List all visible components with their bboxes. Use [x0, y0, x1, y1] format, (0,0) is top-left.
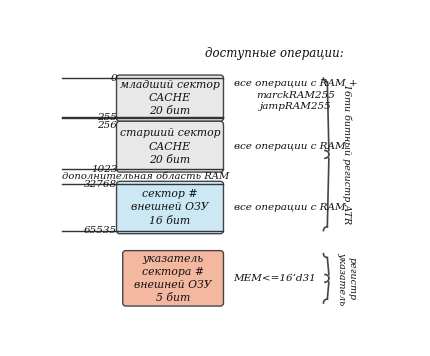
Text: сектор #
внешней ОЗУ
16 бит: сектор # внешней ОЗУ 16 бит — [131, 189, 209, 226]
Text: все операции с RAM: все операции с RAM — [233, 203, 345, 212]
Text: старший сектор
CACHE
20 бит: старший сектор CACHE 20 бит — [120, 129, 220, 165]
Text: младший сектор
CACHE
20 бит: младший сектор CACHE 20 бит — [120, 80, 220, 116]
Text: 256: 256 — [98, 121, 117, 130]
Text: регистр
указатель: регистр указатель — [337, 252, 356, 305]
Text: доступные операции:: доступные операции: — [205, 47, 344, 60]
Text: 32768: 32768 — [84, 180, 117, 189]
Text: 255: 255 — [98, 113, 117, 122]
Text: все операции с RAM +
marckRAM255
jampRAM255: все операции с RAM + marckRAM255 jampRAM… — [233, 79, 357, 111]
Text: 1023: 1023 — [91, 164, 117, 173]
Text: указатель
сектора #
внешней ОЗУ
5 бит: указатель сектора # внешней ОЗУ 5 бит — [134, 253, 212, 303]
FancyBboxPatch shape — [117, 75, 224, 121]
Text: дополнительная область RAM: дополнительная область RAM — [61, 172, 229, 181]
Text: 65535: 65535 — [84, 226, 117, 235]
Text: 0: 0 — [111, 74, 117, 83]
Text: MEM<=16’d31: MEM<=16’d31 — [233, 274, 316, 283]
Text: все операции с RAM: все операции с RAM — [233, 142, 345, 151]
FancyBboxPatch shape — [117, 121, 224, 172]
Text: 16ти битный регистр ATR: 16ти битный регистр ATR — [342, 84, 351, 224]
FancyBboxPatch shape — [123, 251, 224, 306]
FancyBboxPatch shape — [117, 181, 224, 234]
